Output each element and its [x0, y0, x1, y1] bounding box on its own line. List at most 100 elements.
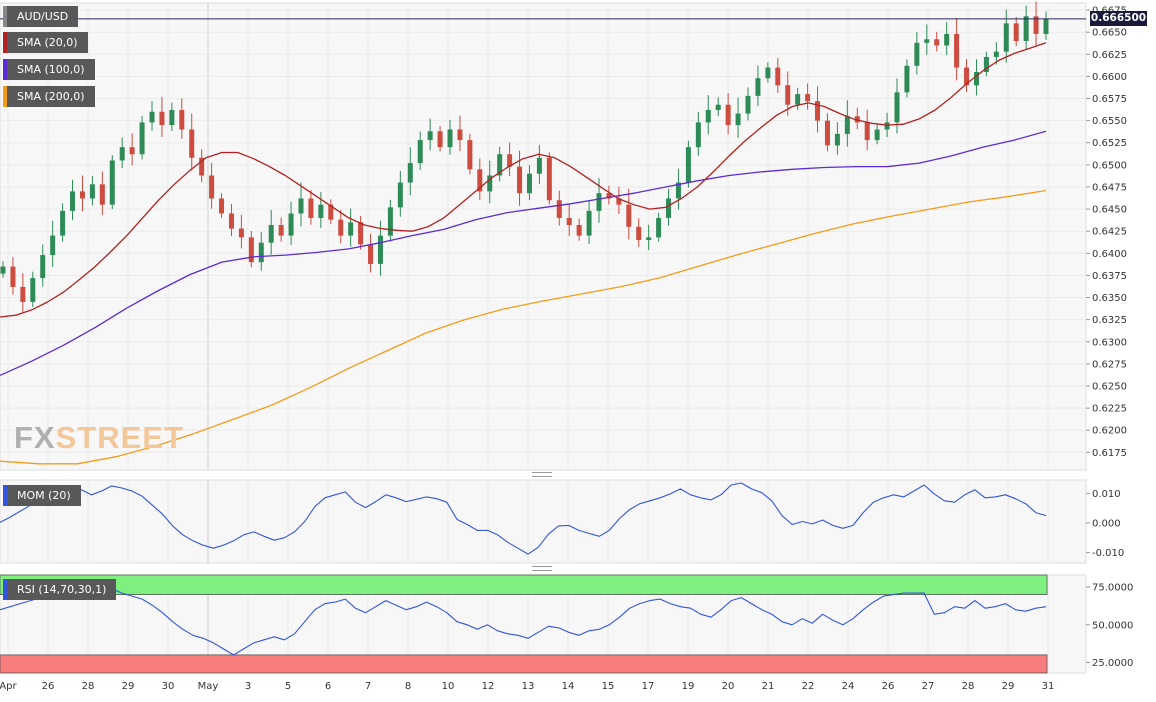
- y-tick-label: 0.6275: [1092, 359, 1127, 370]
- candle-body: [904, 65, 910, 93]
- candle-body: [387, 207, 393, 236]
- x-tick-label: 5: [285, 681, 291, 692]
- y-tick-label: 0.6600: [1092, 72, 1127, 83]
- candle-body: [924, 39, 930, 43]
- candle-body: [338, 219, 344, 236]
- mom-tick-label: 0.010: [1092, 489, 1121, 500]
- x-tick-label: 24: [842, 681, 855, 692]
- x-tick-label: 26: [882, 681, 895, 692]
- candle-body: [646, 237, 652, 241]
- candle-body: [626, 204, 632, 227]
- x-tick-label: 6: [325, 681, 331, 692]
- candle-body: [884, 122, 890, 130]
- candle-body: [1003, 23, 1009, 52]
- candle-body: [348, 222, 354, 236]
- candle-body: [397, 182, 403, 208]
- candle-body: [973, 71, 979, 86]
- candle-body: [308, 198, 314, 218]
- rsi-tick-label: 75.0000: [1092, 583, 1133, 594]
- candle-body: [497, 154, 503, 176]
- candle-body: [1043, 18, 1049, 34]
- candle-body: [437, 131, 443, 148]
- sma100-legend[interactable]: SMA (100,0): [3, 59, 95, 80]
- candle-body: [556, 200, 562, 218]
- candle-body: [377, 235, 383, 264]
- y-tick-label: 0.6525: [1092, 138, 1127, 149]
- candle-body: [964, 67, 970, 86]
- candle-body: [954, 33, 960, 68]
- candle-body: [705, 110, 711, 123]
- x-tick-label: May: [198, 681, 219, 692]
- x-tick-label: 14: [562, 681, 575, 692]
- candle-body: [149, 111, 155, 123]
- mom-tick-label: -0.010: [1092, 548, 1124, 559]
- candle-body: [99, 184, 105, 205]
- candle-body: [447, 129, 453, 148]
- y-tick-label: 0.6225: [1092, 404, 1127, 415]
- x-tick-label: 20: [722, 681, 735, 692]
- candle-body: [864, 122, 870, 141]
- sma20-legend[interactable]: SMA (20,0): [3, 32, 88, 53]
- candle-body: [715, 104, 721, 111]
- candle-body: [616, 198, 622, 205]
- x-tick-label: 22: [802, 681, 815, 692]
- candle-body: [656, 217, 662, 238]
- candle-body: [606, 193, 612, 199]
- x-tick-label: 3: [245, 681, 251, 692]
- candle-body: [20, 286, 26, 302]
- y-tick-label: 0.6250: [1092, 381, 1127, 392]
- x-tick-label: 7: [365, 681, 371, 692]
- x-tick-label: 8: [405, 681, 411, 692]
- x-tick-label: Apr: [0, 681, 18, 692]
- candle-body: [765, 67, 771, 79]
- mom-legend[interactable]: MOM (20): [3, 485, 81, 506]
- x-tick-label: 28: [82, 681, 95, 692]
- rsi-legend[interactable]: RSI (14,70,30,1): [3, 579, 117, 600]
- candle-body: [1023, 16, 1029, 42]
- candle-body: [725, 104, 731, 126]
- x-tick-label: 13: [522, 681, 535, 692]
- candle-body: [944, 33, 950, 46]
- rsi-tick-label: 25.0000: [1092, 658, 1133, 669]
- candle-body: [755, 78, 761, 96]
- candle-body: [536, 157, 542, 174]
- candle-body: [238, 228, 244, 238]
- candle-body: [546, 157, 552, 201]
- candle-body: [576, 225, 582, 236]
- candle-body: [139, 122, 145, 155]
- y-tick-label: 0.6350: [1092, 293, 1127, 304]
- y-tick-label: 0.6625: [1092, 50, 1127, 61]
- candle-body: [666, 198, 672, 218]
- candle-body: [1013, 23, 1019, 42]
- y-tick-label: 0.6375: [1092, 271, 1127, 282]
- candle-body: [775, 67, 781, 86]
- y-tick-label: 0.6550: [1092, 116, 1127, 127]
- candle-body: [457, 129, 463, 141]
- symbol-label[interactable]: AUD/USD: [3, 6, 79, 27]
- candle-body: [199, 157, 205, 176]
- mom-line: [0, 482, 1047, 555]
- x-tick-label: 29: [122, 681, 135, 692]
- candle-body: [119, 147, 125, 161]
- candle-body: [70, 191, 76, 211]
- x-tick-label: 17: [642, 681, 655, 692]
- y-tick-label: 0.6650: [1092, 28, 1127, 39]
- y-tick-label: 0.6425: [1092, 227, 1127, 238]
- candle-body: [288, 213, 294, 236]
- x-tick-label: 28: [962, 681, 975, 692]
- y-tick-label: 0.6500: [1092, 160, 1127, 171]
- pane-resize-handle-2[interactable]: [532, 566, 552, 571]
- candle-body: [526, 173, 532, 194]
- candle-body: [834, 133, 840, 146]
- candle-body: [695, 122, 701, 148]
- pane-resize-handle-1[interactable]: [532, 472, 552, 477]
- candle-body: [815, 101, 821, 121]
- candle-body: [824, 120, 830, 146]
- candle-body: [318, 204, 324, 218]
- x-tick-label: 15: [602, 681, 615, 692]
- y-tick-label: 0.6575: [1092, 94, 1127, 105]
- candle-body: [487, 175, 493, 192]
- sma200-legend[interactable]: SMA (200,0): [3, 86, 95, 107]
